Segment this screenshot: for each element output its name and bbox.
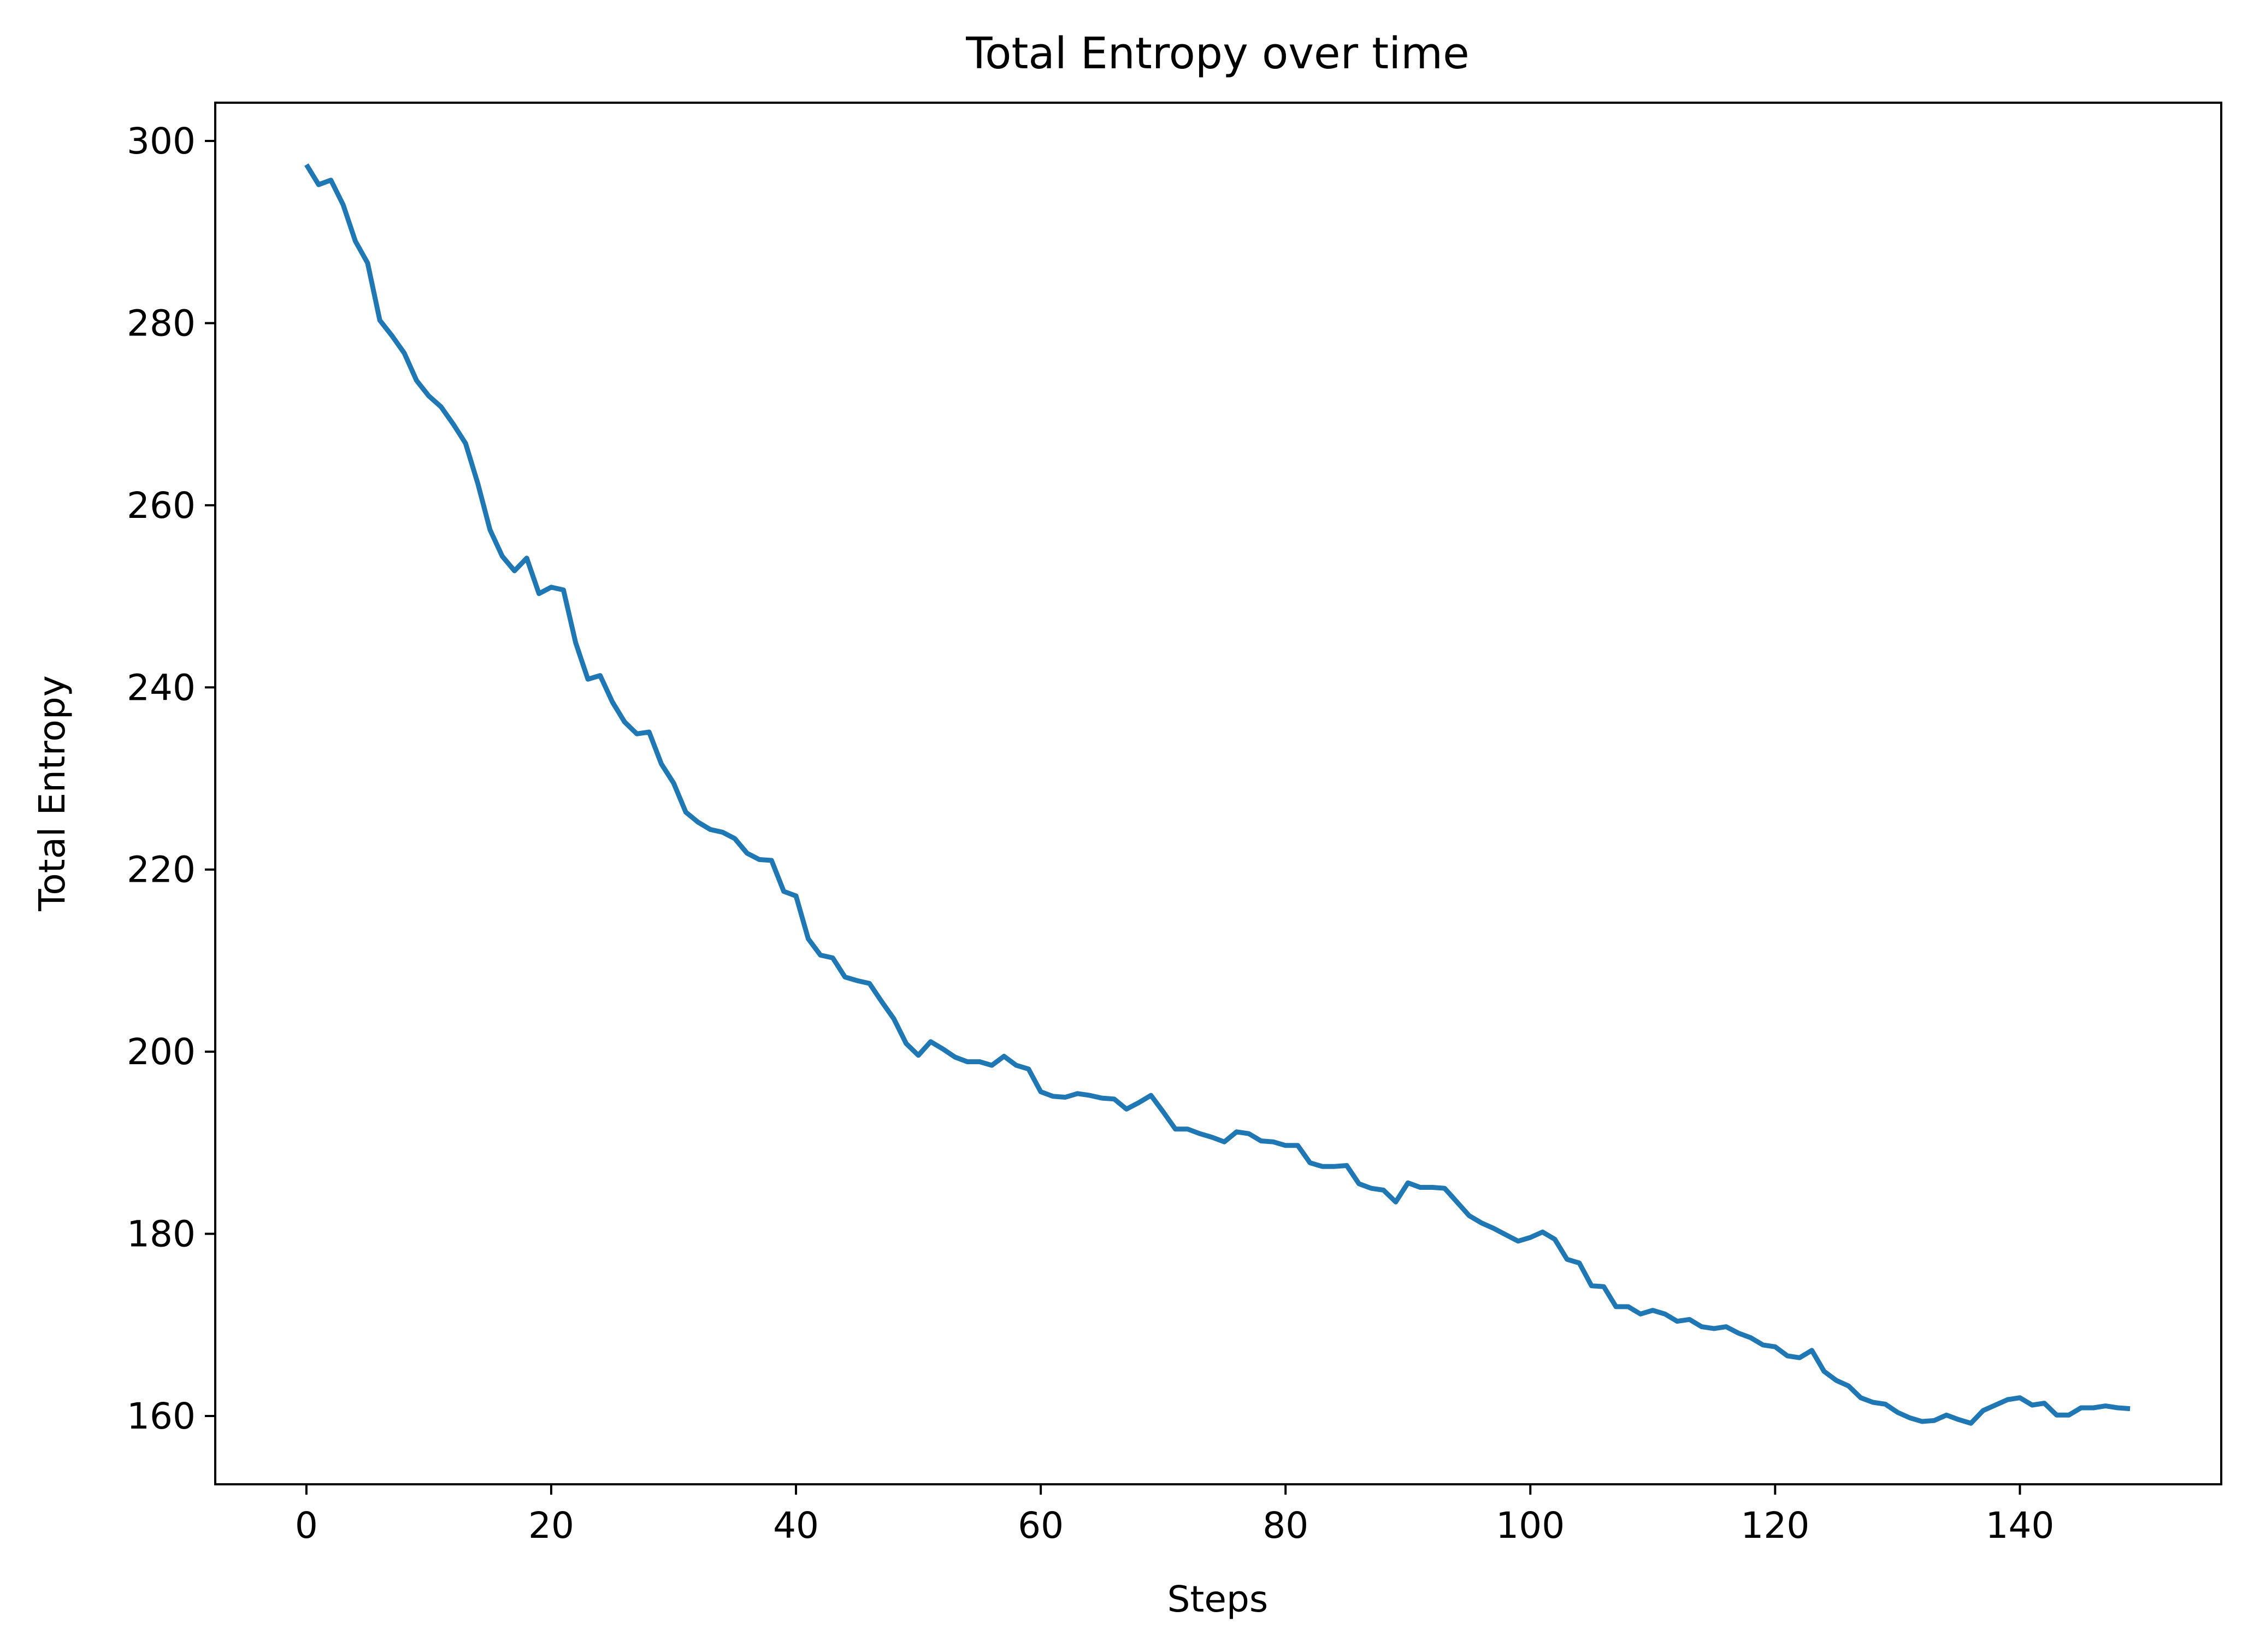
x-axis-ticks: 0 20 40 60 80 100 120 140 (295, 1484, 2054, 1547)
plot-area (304, 163, 2131, 1426)
y-tick-label: 180 (127, 1213, 196, 1255)
axes-frame (214, 102, 2222, 1485)
y-axis-ticks: 160 180 200 220 240 260 280 300 (127, 120, 215, 1437)
x-tick-label: 100 (1496, 1504, 1565, 1547)
x-tick-label: 40 (773, 1504, 819, 1547)
y-tick-label: 220 (127, 849, 196, 891)
y-tick-label: 200 (127, 1031, 196, 1073)
y-tick-label: 240 (127, 666, 196, 709)
series-line-total-entropy (304, 163, 2131, 1426)
x-tick-label: 0 (295, 1504, 318, 1547)
y-tick-label: 260 (127, 485, 196, 527)
x-tick-label: 140 (1985, 1504, 2054, 1547)
y-tick-label: 300 (127, 120, 196, 162)
x-tick-label: 60 (1018, 1504, 1064, 1547)
y-axis-label: Total Entropy (31, 675, 73, 912)
x-tick-label: 20 (528, 1504, 574, 1547)
chart-title: Total Entropy over time (965, 28, 1469, 79)
y-tick-label: 280 (127, 302, 196, 344)
x-tick-label: 120 (1740, 1504, 1809, 1547)
x-axis-label: Steps (1167, 1578, 1268, 1620)
y-tick-label: 160 (127, 1395, 196, 1437)
x-tick-label: 80 (1262, 1504, 1308, 1547)
